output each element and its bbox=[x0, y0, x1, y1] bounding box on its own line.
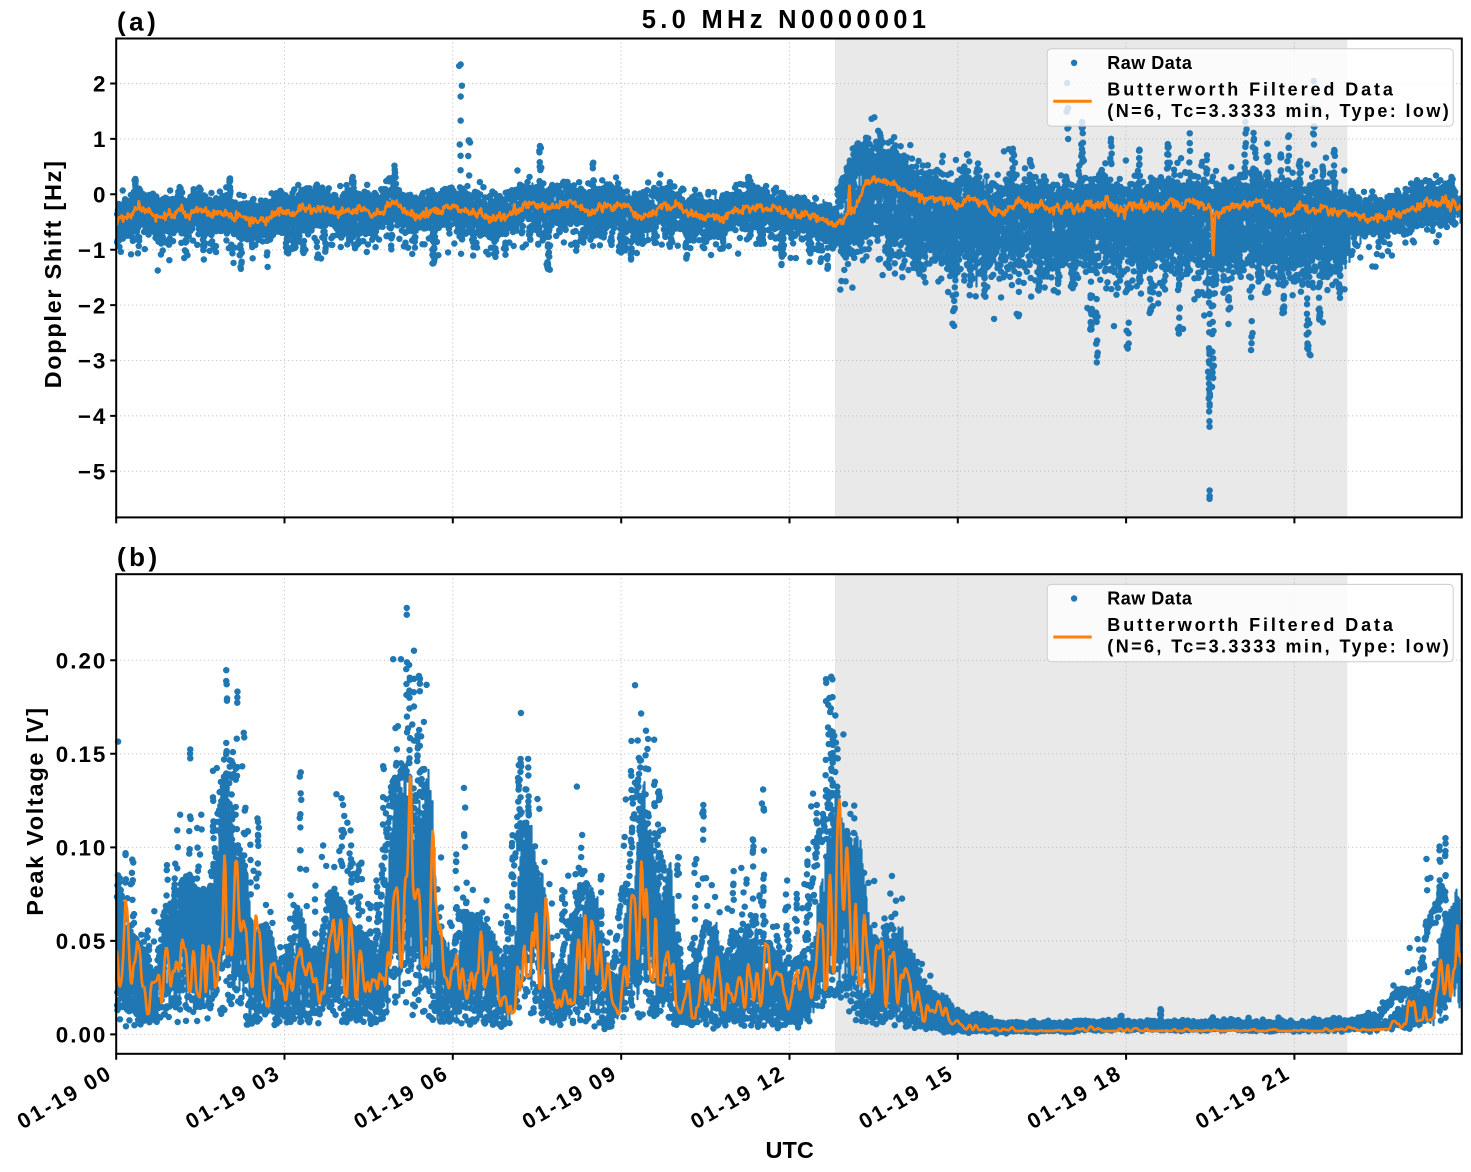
svg-text:0.20: 0.20 bbox=[56, 649, 108, 674]
svg-text:Doppler Shift [Hz]: Doppler Shift [Hz] bbox=[40, 159, 66, 388]
svg-text:0.10: 0.10 bbox=[56, 836, 108, 861]
svg-text:(N=6, Tc=3.3333 min, Type: low: (N=6, Tc=3.3333 min, Type: low) bbox=[1107, 637, 1451, 657]
svg-text:Raw Data: Raw Data bbox=[1107, 53, 1193, 73]
svg-text:−3: −3 bbox=[78, 349, 108, 374]
svg-text:5.0 MHz N0000001: 5.0 MHz N0000001 bbox=[642, 6, 931, 34]
svg-text:(b): (b) bbox=[117, 542, 161, 572]
svg-text:−2: −2 bbox=[78, 293, 108, 318]
svg-text:−1: −1 bbox=[78, 238, 108, 263]
svg-text:UTC: UTC bbox=[766, 1137, 814, 1163]
svg-text:Butterworth Filtered Data: Butterworth Filtered Data bbox=[1107, 80, 1396, 100]
svg-text:Butterworth Filtered Data: Butterworth Filtered Data bbox=[1107, 615, 1396, 635]
svg-text:Peak Voltage [V]: Peak Voltage [V] bbox=[22, 706, 48, 916]
svg-text:(N=6, Tc=3.3333 min, Type: low: (N=6, Tc=3.3333 min, Type: low) bbox=[1107, 101, 1451, 121]
svg-text:0.15: 0.15 bbox=[56, 742, 108, 767]
svg-text:−5: −5 bbox=[78, 460, 108, 485]
svg-text:(a): (a) bbox=[117, 7, 159, 37]
svg-text:0.00: 0.00 bbox=[56, 1023, 108, 1048]
svg-text:2: 2 bbox=[93, 72, 107, 97]
svg-text:Raw Data: Raw Data bbox=[1107, 589, 1193, 609]
svg-text:0: 0 bbox=[93, 183, 107, 208]
svg-text:−4: −4 bbox=[78, 404, 108, 429]
svg-text:0.05: 0.05 bbox=[56, 929, 108, 954]
svg-text:1: 1 bbox=[93, 127, 107, 152]
